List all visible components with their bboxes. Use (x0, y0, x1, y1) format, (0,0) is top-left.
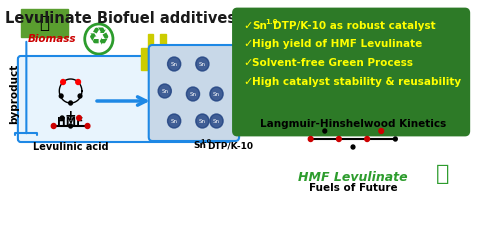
Text: ✓: ✓ (243, 21, 252, 31)
Text: Langmuir-Hinshelwood Kinetics: Langmuir-Hinshelwood Kinetics (260, 119, 446, 129)
Text: ✓: ✓ (243, 39, 252, 49)
Text: ✓: ✓ (243, 58, 252, 68)
Circle shape (196, 57, 209, 71)
Text: HMF Levulinate: HMF Levulinate (298, 171, 408, 184)
Text: Biomass: Biomass (28, 34, 76, 44)
Text: Solvent-free Green Process: Solvent-free Green Process (252, 58, 414, 68)
Text: Sn: Sn (190, 91, 196, 97)
Text: Sn: Sn (170, 119, 177, 124)
Text: ✓: ✓ (243, 77, 252, 87)
Circle shape (60, 94, 63, 98)
Text: DTP/K-10 as robust catalyst: DTP/K-10 as robust catalyst (273, 21, 436, 31)
Circle shape (323, 129, 326, 133)
Text: ♻: ♻ (88, 26, 110, 50)
Text: +: + (65, 109, 76, 123)
Text: 🌿: 🌿 (39, 14, 49, 32)
Circle shape (308, 136, 313, 141)
Circle shape (186, 87, 200, 101)
Text: HMF: HMF (58, 117, 84, 127)
FancyBboxPatch shape (234, 9, 469, 135)
Circle shape (210, 114, 223, 128)
Text: 1.0: 1.0 (266, 19, 278, 25)
Circle shape (379, 128, 384, 133)
Circle shape (351, 145, 355, 149)
Bar (160, 34, 166, 48)
FancyBboxPatch shape (148, 45, 239, 141)
Text: DTP/K-10: DTP/K-10 (207, 141, 253, 150)
Circle shape (52, 124, 56, 128)
Circle shape (76, 116, 82, 121)
Circle shape (365, 136, 370, 141)
Text: Sn: Sn (170, 62, 177, 66)
Bar (148, 34, 154, 48)
Bar (20, 9, 68, 37)
Text: byproduct: byproduct (10, 64, 20, 124)
Circle shape (60, 116, 64, 120)
Text: Levulinate Biofuel additives: Levulinate Biofuel additives (4, 11, 236, 26)
Circle shape (85, 124, 90, 128)
Circle shape (78, 94, 82, 98)
Text: Sn: Sn (213, 91, 220, 97)
Text: Sn: Sn (199, 62, 206, 66)
Circle shape (394, 137, 397, 141)
Bar (141, 48, 175, 70)
Text: Sn: Sn (161, 88, 168, 94)
Circle shape (68, 124, 72, 128)
Circle shape (76, 79, 80, 84)
Circle shape (196, 114, 209, 128)
Circle shape (158, 84, 172, 98)
Text: Sn: Sn (193, 141, 206, 150)
Text: Sn: Sn (199, 119, 206, 124)
Text: Sn: Sn (213, 119, 220, 124)
Text: 1.0: 1.0 (200, 139, 211, 144)
Circle shape (336, 136, 341, 141)
Circle shape (168, 114, 180, 128)
Circle shape (68, 101, 72, 105)
Text: ⛽: ⛽ (436, 164, 449, 184)
FancyBboxPatch shape (18, 56, 231, 142)
Text: High yield of HMF Levulinate: High yield of HMF Levulinate (252, 39, 422, 49)
Circle shape (210, 87, 223, 101)
Text: High catalyst stability & reusability: High catalyst stability & reusability (252, 77, 462, 87)
Circle shape (60, 79, 66, 84)
Circle shape (168, 57, 180, 71)
Text: Sn: Sn (252, 21, 267, 31)
Text: Fuels of Future: Fuels of Future (308, 183, 398, 193)
Text: Levulinic acid: Levulinic acid (33, 142, 108, 152)
